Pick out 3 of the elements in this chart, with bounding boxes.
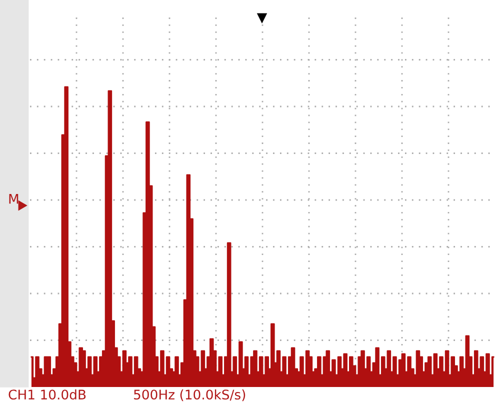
text: M — [9, 194, 18, 204]
text: CH1 10.0dB — [8, 389, 86, 400]
text: 500Hz (10.0kS/s) — [134, 389, 246, 402]
